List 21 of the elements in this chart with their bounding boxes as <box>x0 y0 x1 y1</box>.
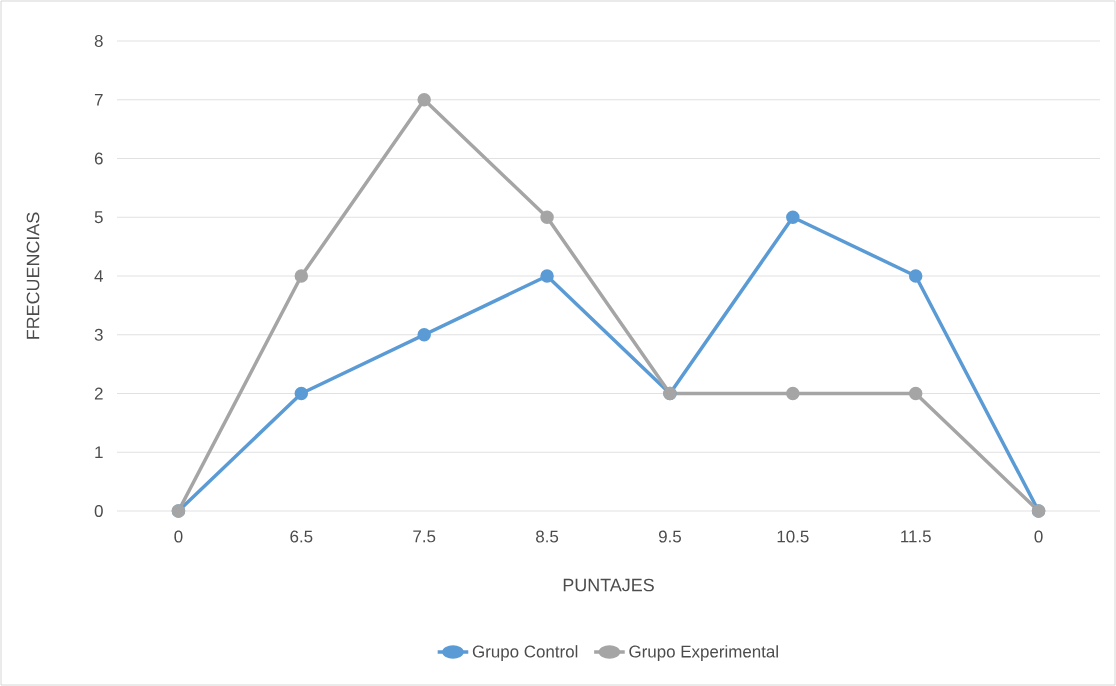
legend-label: Grupo Control <box>472 645 578 661</box>
y-tick-label: 6 <box>94 152 103 165</box>
y-tick-label: 1 <box>95 446 103 459</box>
x-tick-label: 9.5 <box>658 530 681 543</box>
x-tick-label: 6.5 <box>290 530 313 543</box>
y-axis-title: FRECUENCIAS <box>26 212 40 339</box>
x-tick-label: 8.5 <box>536 530 559 543</box>
legend-label: Grupo Experimental <box>629 645 778 661</box>
x-tick-label: 7.5 <box>413 530 436 543</box>
y-tick-label: 3 <box>94 328 103 341</box>
y-tick-label: 8 <box>94 35 103 48</box>
y-tick-label: 2 <box>94 387 103 400</box>
x-axis-title: PUNTAJES <box>563 578 654 592</box>
x-tick-label: 0 <box>1034 530 1043 543</box>
x-tick-label: 10.5 <box>777 530 809 543</box>
y-tick-label: 7 <box>94 93 103 106</box>
y-tick-label: 5 <box>94 211 103 224</box>
x-tick-label: 11.5 <box>901 530 931 543</box>
y-tick-label: 0 <box>94 505 103 517</box>
y-tick-label: 4 <box>94 270 103 282</box>
x-tick-label: 0 <box>174 530 183 543</box>
